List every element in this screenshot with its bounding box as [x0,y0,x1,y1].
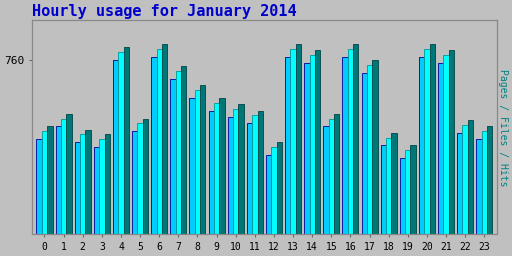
Bar [482,131,487,256]
Bar [476,139,482,256]
Y-axis label: Pages / Files / Hits: Pages / Files / Hits [498,69,508,186]
Bar [219,98,225,256]
Bar [411,145,416,256]
Bar [438,63,443,256]
Bar [195,90,200,256]
Bar [137,123,143,256]
Bar [162,44,167,256]
Bar [189,98,195,256]
Bar [285,57,290,256]
Bar [310,55,315,256]
Bar [99,139,104,256]
Bar [75,142,80,256]
Bar [276,142,282,256]
Bar [214,103,219,256]
Bar [380,145,386,256]
Bar [334,114,339,256]
Bar [405,150,411,256]
Bar [47,126,53,256]
Bar [462,125,468,256]
Bar [487,126,493,256]
Bar [208,111,214,256]
Bar [233,109,239,256]
Bar [239,104,244,256]
Bar [348,49,353,256]
Bar [66,114,72,256]
Bar [104,134,110,256]
Bar [296,44,301,256]
Bar [176,71,181,256]
Bar [252,115,258,256]
Bar [329,119,334,256]
Bar [361,73,367,256]
Bar [304,63,310,256]
Bar [151,57,157,256]
Bar [468,120,473,256]
Bar [271,147,276,256]
Bar [132,131,137,256]
Bar [36,139,42,256]
Bar [457,133,462,256]
Bar [56,126,61,256]
Bar [94,147,99,256]
Bar [315,50,320,256]
Bar [61,119,66,256]
Bar [443,55,449,256]
Bar [170,79,176,256]
Bar [419,57,424,256]
Bar [449,50,454,256]
Bar [113,60,118,256]
Bar [80,134,86,256]
Bar [353,44,358,256]
Bar [118,52,124,256]
Bar [86,130,91,256]
Bar [386,137,391,256]
Bar [228,117,233,256]
Bar [143,119,148,256]
Bar [258,111,263,256]
Bar [424,49,430,256]
Bar [400,158,405,256]
Bar [247,123,252,256]
Bar [290,49,296,256]
Text: Hourly usage for January 2014: Hourly usage for January 2014 [32,4,296,19]
Bar [343,57,348,256]
Bar [181,66,186,256]
Bar [372,60,377,256]
Bar [200,85,205,256]
Bar [42,131,47,256]
Bar [367,65,372,256]
Bar [124,47,129,256]
Bar [323,126,329,256]
Bar [157,49,162,256]
Bar [430,44,435,256]
Bar [266,155,271,256]
Bar [391,133,397,256]
